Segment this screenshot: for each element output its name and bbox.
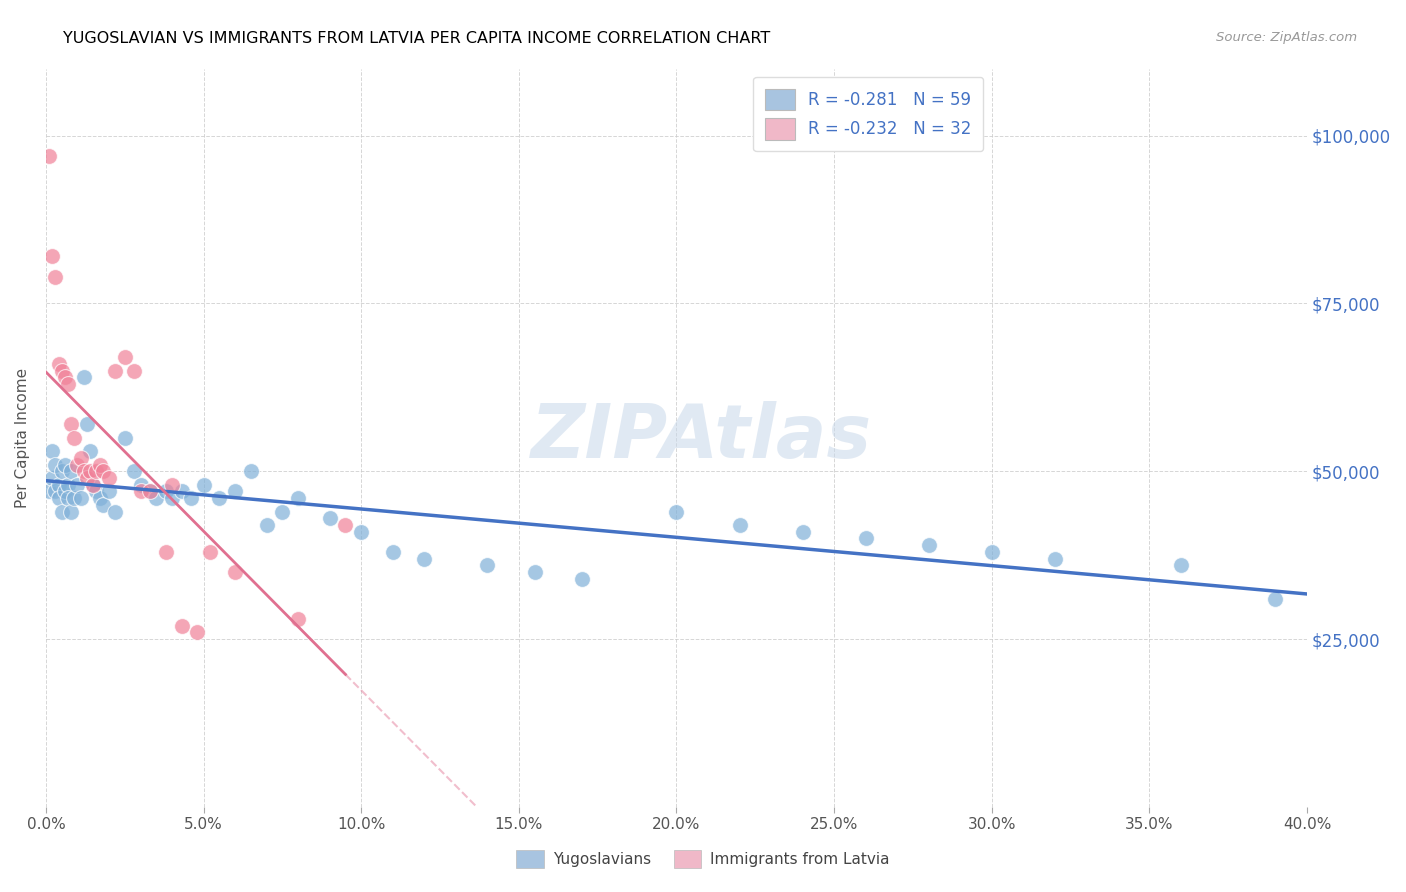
Point: [38, 149, 60, 163]
Point: [1170, 558, 1192, 573]
Legend: Yugoslavians, Immigrants from Latvia: Yugoslavians, Immigrants from Latvia: [509, 843, 897, 875]
Point: [224, 484, 246, 499]
Point: [1043, 551, 1066, 566]
Point: [170, 618, 193, 632]
Y-axis label: Per Capita Income: Per Capita Income: [15, 368, 30, 508]
Point: [66, 477, 89, 491]
Point: [48, 477, 70, 491]
Point: [122, 464, 145, 478]
Point: [160, 491, 183, 505]
Point: [170, 484, 193, 499]
Point: [155, 484, 177, 499]
Point: [73, 370, 96, 384]
Point: [79, 464, 101, 478]
Point: [76, 471, 98, 485]
Point: [53, 370, 76, 384]
Point: [208, 491, 231, 505]
Point: [1264, 591, 1286, 606]
Point: [271, 505, 294, 519]
Point: [38, 484, 60, 499]
Point: [523, 565, 546, 579]
Point: [335, 518, 357, 533]
Point: [104, 505, 127, 519]
Legend: R = -0.281   N = 59, R = -0.232   N = 32: R = -0.281 N = 59, R = -0.232 N = 32: [754, 77, 983, 152]
Point: [56, 377, 79, 392]
Point: [44, 269, 66, 284]
Point: [224, 565, 246, 579]
Point: [63, 491, 86, 505]
Point: [129, 477, 152, 491]
Point: [51, 464, 73, 478]
Text: ZIPAtlas: ZIPAtlas: [531, 401, 872, 475]
Point: [104, 363, 127, 377]
Point: [53, 484, 76, 499]
Point: [114, 431, 136, 445]
Point: [114, 350, 136, 364]
Point: [82, 477, 104, 491]
Point: [139, 484, 162, 499]
Point: [193, 477, 215, 491]
Point: [180, 491, 202, 505]
Point: [89, 491, 111, 505]
Point: [139, 484, 162, 499]
Point: [129, 484, 152, 499]
Point: [66, 458, 89, 472]
Point: [60, 464, 83, 478]
Point: [980, 545, 1002, 559]
Point: [86, 464, 108, 478]
Point: [48, 357, 70, 371]
Point: [60, 417, 83, 432]
Point: [56, 491, 79, 505]
Point: [381, 545, 404, 559]
Point: [41, 444, 63, 458]
Point: [98, 471, 121, 485]
Point: [53, 458, 76, 472]
Point: [477, 558, 499, 573]
Point: [318, 511, 340, 525]
Point: [89, 458, 111, 472]
Point: [76, 417, 98, 432]
Text: Source: ZipAtlas.com: Source: ZipAtlas.com: [1216, 31, 1357, 45]
Point: [41, 250, 63, 264]
Point: [51, 505, 73, 519]
Point: [198, 545, 221, 559]
Point: [160, 477, 183, 491]
Point: [728, 518, 751, 533]
Point: [145, 491, 167, 505]
Point: [155, 545, 177, 559]
Point: [350, 524, 373, 539]
Point: [91, 498, 114, 512]
Point: [918, 538, 941, 552]
Point: [122, 363, 145, 377]
Point: [287, 491, 309, 505]
Point: [256, 518, 278, 533]
Point: [79, 444, 101, 458]
Point: [69, 450, 91, 465]
Point: [48, 491, 70, 505]
Point: [571, 572, 593, 586]
Point: [63, 431, 86, 445]
Point: [413, 551, 436, 566]
Point: [44, 458, 66, 472]
Point: [86, 484, 108, 499]
Point: [82, 477, 104, 491]
Point: [44, 484, 66, 499]
Point: [56, 477, 79, 491]
Point: [69, 491, 91, 505]
Text: YUGOSLAVIAN VS IMMIGRANTS FROM LATVIA PER CAPITA INCOME CORRELATION CHART: YUGOSLAVIAN VS IMMIGRANTS FROM LATVIA PE…: [63, 31, 770, 46]
Point: [98, 484, 121, 499]
Point: [51, 363, 73, 377]
Point: [287, 612, 309, 626]
Point: [91, 464, 114, 478]
Point: [41, 471, 63, 485]
Point: [855, 532, 877, 546]
Point: [73, 464, 96, 478]
Point: [792, 524, 814, 539]
Point: [665, 505, 688, 519]
Point: [186, 625, 208, 640]
Point: [60, 505, 83, 519]
Point: [239, 464, 262, 478]
